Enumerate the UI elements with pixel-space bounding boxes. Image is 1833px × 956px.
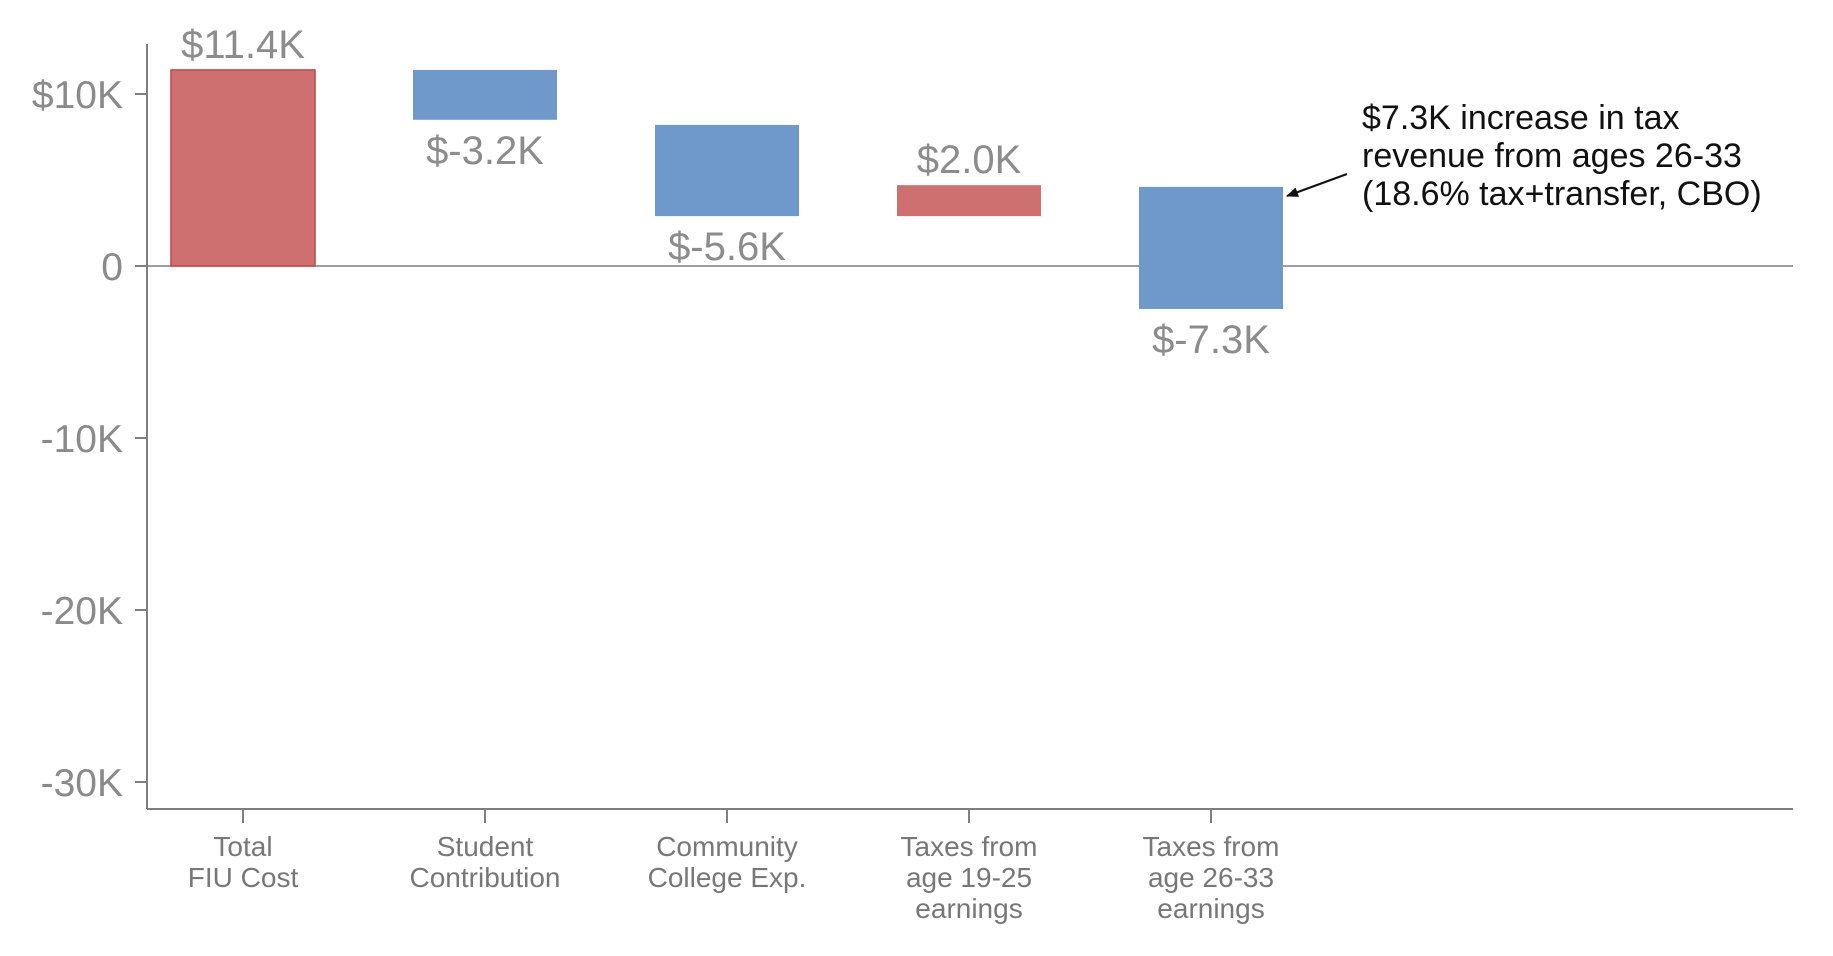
y-tick-label: $10K [32, 74, 123, 117]
x-tick-label: Taxes from age 19-25 earnings [901, 831, 1038, 924]
waterfall-bar [413, 69, 557, 120]
x-tick-label-line: Taxes from [1143, 831, 1280, 862]
annotation-text: $7.3K increase in tax revenue from ages 2… [1362, 99, 1762, 213]
x-tick-label-line: Community [656, 831, 798, 862]
x-tick-label-line: age 26-33 [1148, 862, 1274, 893]
data-label: $11.4K [181, 23, 305, 67]
data-label: $-5.6K [668, 225, 786, 269]
x-tick-label-line: College Exp. [648, 862, 807, 893]
data-label: $-7.3K [1152, 318, 1270, 362]
x-tick-label: Community College Exp. [648, 831, 807, 893]
x-tick-label-line: earnings [1157, 893, 1264, 924]
x-tick-label-line: Total [213, 831, 272, 862]
x-tick-label: Taxes from age 26-33 earnings [1143, 831, 1280, 924]
x-tick-label-line: Student [437, 831, 534, 862]
x-tick-label-line: FIU Cost [188, 862, 299, 893]
y-tick-label: 0 [101, 246, 123, 289]
y-tick-label: -10K [41, 418, 123, 461]
annotation-arrow [1286, 173, 1348, 197]
x-tick-label-line: Contribution [410, 862, 561, 893]
waterfall-bar [1139, 186, 1283, 309]
y-tick-label: -30K [41, 762, 123, 805]
x-tick-label-line: Taxes from [901, 831, 1038, 862]
annotation-line: (18.6% tax+transfer, CBO) [1362, 175, 1762, 213]
waterfall-bar [655, 124, 799, 217]
waterfall-bar [897, 185, 1041, 217]
data-label: $2.0K [917, 138, 1022, 182]
x-tick-label: Total FIU Cost [188, 831, 299, 893]
annotation-line: revenue from ages 26-33 [1362, 137, 1742, 175]
x-tick-label-line: age 19-25 [906, 862, 1032, 893]
waterfall-bar [170, 69, 316, 267]
data-label: $-3.2K [426, 129, 544, 173]
y-tick-label: -20K [41, 590, 123, 633]
x-tick-label-line: earnings [915, 893, 1022, 924]
x-tick-label: Student Contribution [410, 831, 561, 893]
annotation-line: $7.3K increase in tax [1362, 99, 1680, 137]
